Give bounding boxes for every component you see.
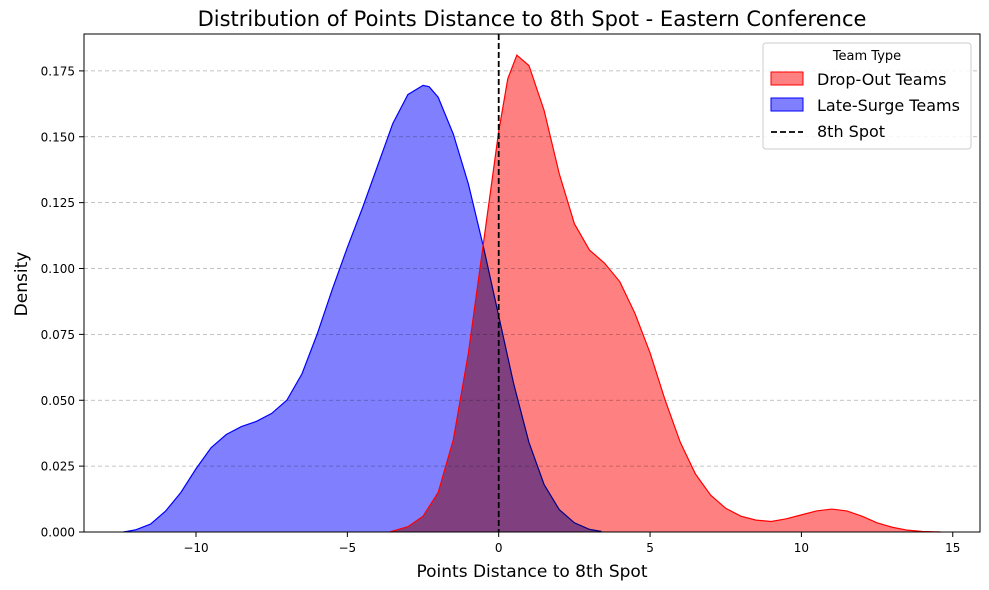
y-tick-label: 0.025 [41,460,75,474]
plot-frame [83,33,981,533]
density-areas [123,54,941,533]
x-axis-label: Points Distance to 8th Spot [417,562,648,582]
area-line-drop-out-teams [389,54,941,533]
x-tick-label: 10 [794,541,809,555]
chart-title: Distribution of Points Distance to 8th S… [198,7,867,31]
y-tick-label: 0.125 [41,196,75,210]
y-axis-ticks: 0.000 0.025 0.050 0.075 0.100 0.125 0.150 0.175 [41,64,84,540]
legend-label-drop-out: Drop-Out Teams [817,70,946,89]
y-axis-label: Density [12,252,32,317]
legend-label-8th-spot: 8th Spot [817,122,885,141]
legend-label-late-surge: Late-Surge Teams [817,96,960,115]
y-tick-label: 0.050 [41,394,75,408]
x-tick-label: −10 [183,541,208,555]
y-tick-label: 0.175 [41,64,75,78]
x-axis-ticks: −10 −5 0 5 10 15 [183,532,960,555]
x-tick-label: 5 [646,541,654,555]
legend-swatch-drop-out [770,71,804,86]
x-tick-label: 0 [495,541,503,555]
legend: Team Type Drop-Out Teams Late-Surge Team… [762,42,972,150]
legend-box [762,42,972,150]
y-tick-label: 0.000 [41,526,75,540]
area-fill-drop-out-teams [389,55,941,532]
legend-title: Team Type [832,49,901,64]
y-tick-label: 0.150 [41,130,75,144]
y-tick-label: 0.100 [41,262,75,276]
x-tick-label: 15 [945,541,960,555]
x-tick-label: −5 [338,541,356,555]
legend-swatch-late-surge [770,97,804,112]
y-tick-label: 0.075 [41,328,75,342]
